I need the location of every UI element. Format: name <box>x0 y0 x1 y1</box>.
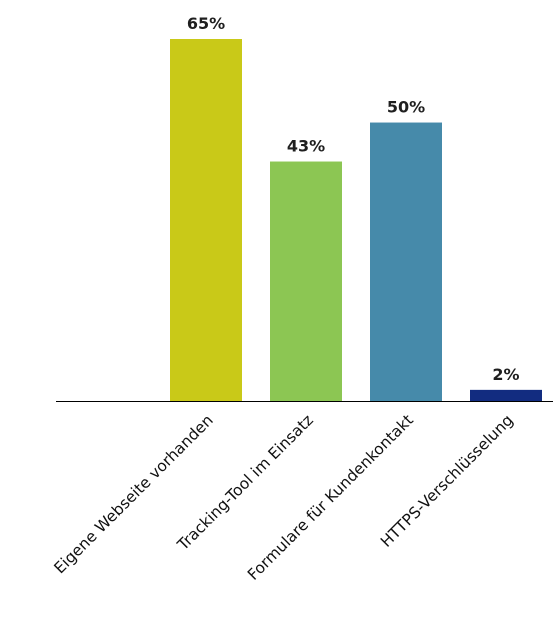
category-label-eigene-webseite-vorhanden: Eigene Webseite vorhanden <box>51 411 217 577</box>
bars-group <box>170 39 542 402</box>
value-labels-group: 65% 43% 50% 2% <box>187 14 520 384</box>
bar-eigene-webseite-vorhanden <box>170 39 242 401</box>
bar-tracking-tool-im-einsatz <box>270 161 342 401</box>
value-label-https-verschluesselung: 2% <box>492 365 519 384</box>
value-label-eigene-webseite-vorhanden: 65% <box>187 14 225 33</box>
bar-formulare-fuer-kundenkontakt <box>370 122 442 402</box>
value-label-tracking-tool-im-einsatz: 43% <box>287 137 325 156</box>
bar-https-verschluesselung <box>470 389 542 401</box>
value-label-formulare-fuer-kundenkontakt: 50% <box>387 98 425 117</box>
category-label-formulare-fuer-kundenkontakt: Formulare für Kundenkontakt <box>244 411 417 584</box>
